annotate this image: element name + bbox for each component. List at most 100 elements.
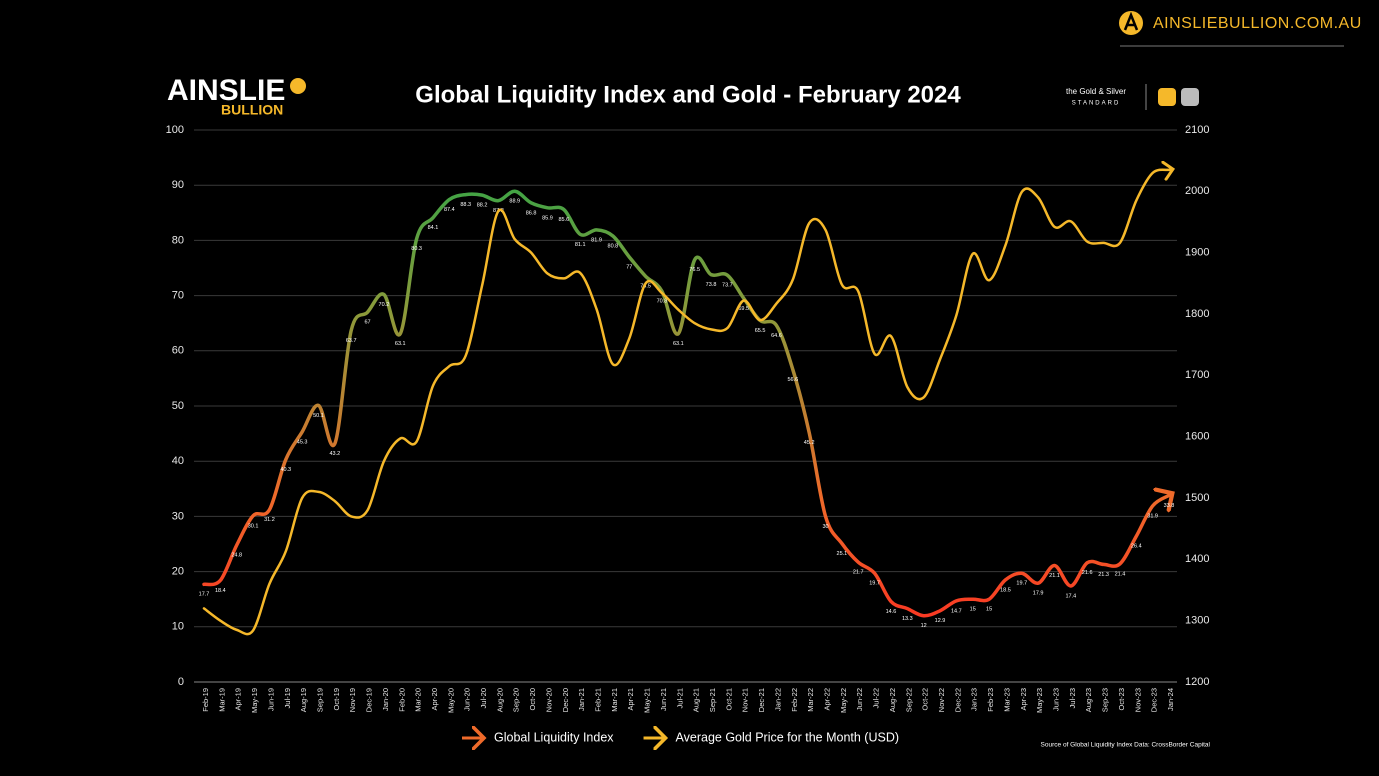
site-badge: AINSLIEBULLION.COM.AU — [1119, 11, 1362, 47]
x-tick-label: Apr-23 — [1019, 688, 1028, 711]
x-tick-label: Jul-23 — [1068, 688, 1077, 708]
data-label: 50.1 — [313, 413, 324, 419]
x-tick-label: Nov-20 — [544, 688, 553, 712]
data-label: 21.3 — [1098, 572, 1109, 578]
legend: Global Liquidity Index Average Gold Price… — [462, 730, 899, 744]
logo-icon — [290, 78, 306, 94]
data-label: 17.7 — [199, 592, 210, 598]
data-label: 88.9 — [509, 199, 520, 205]
y-tick-label: 10 — [172, 621, 184, 633]
data-label: 30.1 — [248, 523, 259, 529]
data-label: 70.2 — [379, 302, 390, 308]
x-tick-label: Jun-23 — [1051, 688, 1060, 711]
x-tick-label: Dec-23 — [1150, 688, 1159, 712]
series-line — [202, 189, 1171, 618]
x-tick-label: Aug-22 — [888, 688, 897, 712]
x-tick-label: Feb-23 — [986, 688, 995, 712]
y2-tick-label: 1400 — [1185, 553, 1209, 565]
data-label: 65.5 — [755, 328, 766, 334]
data-label: 63.1 — [673, 341, 684, 347]
data-label: 45.2 — [804, 440, 815, 446]
data-label: 21.7 — [853, 570, 864, 576]
x-tick-label: Aug-23 — [1084, 688, 1093, 712]
x-tick-label: Feb-22 — [790, 688, 799, 712]
x-tick-label: May-19 — [250, 688, 259, 713]
y2-tick-label: 1800 — [1185, 308, 1209, 320]
data-label: 69.5 — [738, 306, 749, 312]
x-tick-label: Jun-21 — [659, 688, 668, 711]
icon — [1181, 88, 1199, 106]
y2-tick-label: 1300 — [1185, 615, 1209, 627]
y2-tick-label: 1700 — [1185, 369, 1209, 381]
data-label: 84.1 — [428, 225, 439, 231]
data-label: 19.7 — [869, 581, 880, 587]
data-label: 43.2 — [329, 451, 340, 457]
y-tick-label: 100 — [166, 124, 184, 136]
data-label: 30 — [822, 524, 828, 530]
data-label: 18.4 — [215, 588, 226, 594]
data-label: 21.6 — [1082, 570, 1093, 576]
data-label: 17.4 — [1066, 593, 1077, 599]
data-label: 15 — [986, 607, 992, 613]
x-tick-label: Nov-21 — [741, 688, 750, 712]
legend-label: Global Liquidity Index — [494, 730, 614, 744]
data-label: 21.4 — [1115, 571, 1126, 577]
source: Source of Global Liquidity Index Data: C… — [1041, 742, 1211, 749]
data-label: 13.3 — [902, 616, 913, 622]
data-label: 15 — [970, 607, 976, 613]
data-label: 12.9 — [935, 618, 946, 624]
x-tick-label: Jan-22 — [773, 688, 782, 711]
series-line — [202, 168, 1171, 636]
line-arrow — [1169, 493, 1172, 495]
x-tick-label: Oct-22 — [921, 688, 930, 711]
data-label: 86.8 — [526, 210, 537, 216]
data-label: 73.8 — [706, 282, 717, 288]
data-label: 45.3 — [297, 439, 308, 445]
data-label: 24.8 — [231, 553, 242, 559]
data-label: 21.1 — [1049, 573, 1060, 579]
x-tick-label: Jan-24 — [1166, 688, 1175, 711]
y-tick-label: 0 — [178, 676, 184, 688]
x-tick-label: Jul-19 — [283, 688, 292, 708]
x-tick-label: Oct-20 — [528, 688, 537, 711]
chart-title: Global Liquidity Index and Gold - Februa… — [415, 81, 961, 108]
x-tick-label: Dec-19 — [365, 688, 374, 712]
x-tick-label: Mar-22 — [806, 688, 815, 712]
logo: AINSLIE — [167, 74, 285, 107]
x-tick-label: Apr-19 — [234, 688, 243, 711]
x-tick-label: Apr-22 — [823, 688, 832, 711]
data-label: 87.4 — [444, 207, 455, 213]
x-tick-label: Nov-19 — [348, 688, 357, 712]
x-tick-label: Mar-23 — [1002, 688, 1011, 712]
data-label: 77 — [626, 264, 632, 270]
x-tick-label: Feb-20 — [397, 688, 406, 712]
x-tick-label: May-22 — [839, 688, 848, 713]
x-tick-label: Mar-19 — [217, 688, 226, 712]
data-label: 40.3 — [280, 467, 291, 473]
x-tick-label: Aug-19 — [299, 688, 308, 712]
partner-name: the Gold & Silver — [1066, 87, 1126, 96]
data-label: 14.6 — [886, 609, 897, 615]
website: AINSLIEBULLION.COM.AU — [1153, 15, 1362, 32]
x-tick-label: Jan-20 — [381, 688, 390, 711]
data-label: 64.6 — [771, 333, 782, 339]
y-tick-label: 30 — [172, 510, 184, 522]
data-label: 81.1 — [575, 242, 586, 248]
line-arrow — [1169, 169, 1173, 170]
x-tick-label: Dec-21 — [757, 688, 766, 712]
y-tick-label: 70 — [172, 290, 184, 302]
x-tick-label: Mar-20 — [414, 688, 423, 712]
x-tick-label: Aug-20 — [495, 688, 504, 712]
y2-tick-label: 2100 — [1185, 124, 1209, 136]
data-label: 80.8 — [608, 243, 619, 249]
x-tick-label: Nov-23 — [1133, 688, 1142, 712]
data-label: 26.4 — [1131, 544, 1142, 550]
data-label: 67 — [364, 320, 370, 326]
data-label: 70.8 — [657, 299, 668, 305]
x-tick-label: Apr-21 — [626, 688, 635, 711]
x-tick-label: Dec-20 — [561, 688, 570, 712]
data-label: 81.9 — [591, 237, 602, 243]
x-tick-label: Jun-20 — [463, 688, 472, 711]
data-label: 73.7 — [722, 283, 733, 289]
